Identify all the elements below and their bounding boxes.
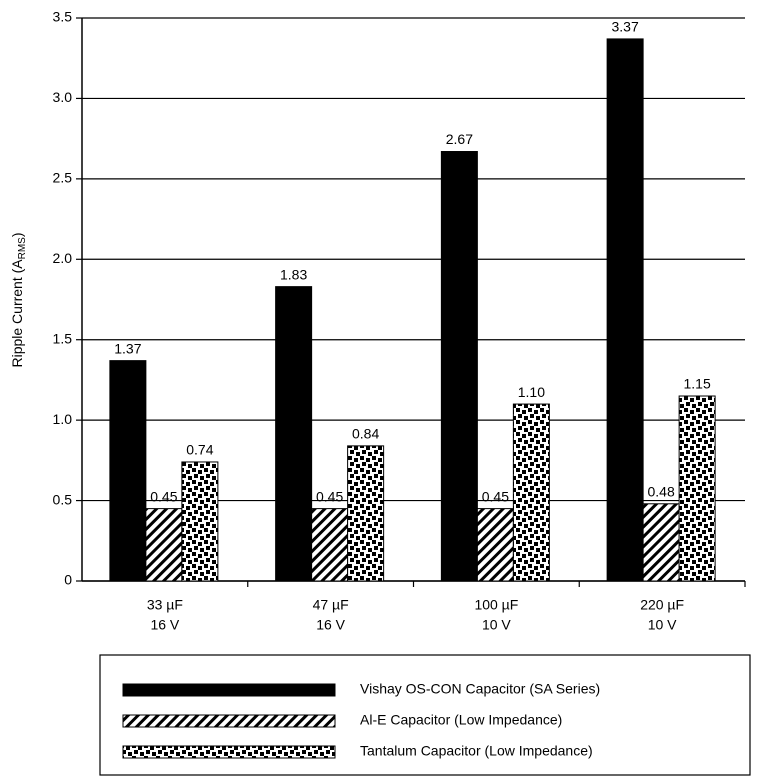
x-tick-label: 47 µF: [313, 597, 349, 613]
bar: [145, 508, 183, 582]
bar: [642, 503, 680, 582]
x-tick-label: 10 V: [482, 617, 511, 633]
data-label: 2.67: [446, 131, 473, 147]
y-label-subscript: RMS: [17, 237, 28, 260]
legend-label: Al-E Capacitor (Low Impedance): [360, 712, 562, 728]
bar: [512, 403, 550, 582]
y-tick-label: 0.5: [53, 491, 73, 507]
legend-label: Vishay OS-CON Capacitor (SA Series): [360, 681, 600, 697]
y-tick-label: 3.0: [53, 89, 73, 105]
y-tick-label: 1.0: [53, 411, 73, 427]
data-label: 0.48: [648, 483, 675, 499]
legend-box: [99, 654, 751, 776]
y-tick-label: 2.5: [53, 170, 73, 186]
bar: [606, 38, 644, 582]
bar: [311, 508, 349, 582]
data-label: 0.45: [150, 488, 177, 504]
data-label: 1.37: [114, 340, 141, 356]
data-label: 0.84: [352, 426, 379, 442]
bar: [347, 445, 385, 582]
data-label: 0.74: [186, 442, 213, 458]
data-label: 1.10: [518, 384, 545, 400]
x-tick-label: 16 V: [150, 617, 179, 633]
x-tick-label: 220 µF: [640, 597, 684, 613]
y-label-text: ): [9, 232, 25, 237]
y-tick-label: 0: [64, 572, 72, 588]
data-label: 1.83: [280, 266, 307, 282]
y-axis-label: Ripple Current (ARMS): [9, 232, 28, 367]
legend-swatch: [122, 683, 336, 697]
y-label-text: Ripple Current (A: [9, 259, 25, 368]
legend-label: Tantalum Capacitor (Low Impedance): [360, 743, 593, 759]
y-tick-label: 1.5: [53, 330, 73, 346]
bar: [678, 395, 716, 582]
bar: [476, 508, 514, 582]
data-label: 1.15: [684, 376, 711, 392]
y-tick-label: 2.0: [53, 250, 73, 266]
x-tick-label: 10 V: [648, 617, 677, 633]
data-label: 0.45: [316, 488, 343, 504]
bar: [440, 151, 478, 582]
y-tick-label: 3.5: [53, 9, 73, 25]
x-tick-label: 33 µF: [147, 597, 183, 613]
bar: [181, 461, 219, 582]
legend-swatch: [122, 714, 336, 728]
legend-swatch: [122, 745, 336, 759]
data-label: 3.37: [612, 19, 639, 35]
x-tick-label: 100 µF: [474, 597, 518, 613]
bar: [109, 360, 147, 582]
x-tick-label: 16 V: [316, 617, 345, 633]
data-label: 0.45: [482, 488, 509, 504]
bar: [275, 286, 313, 582]
